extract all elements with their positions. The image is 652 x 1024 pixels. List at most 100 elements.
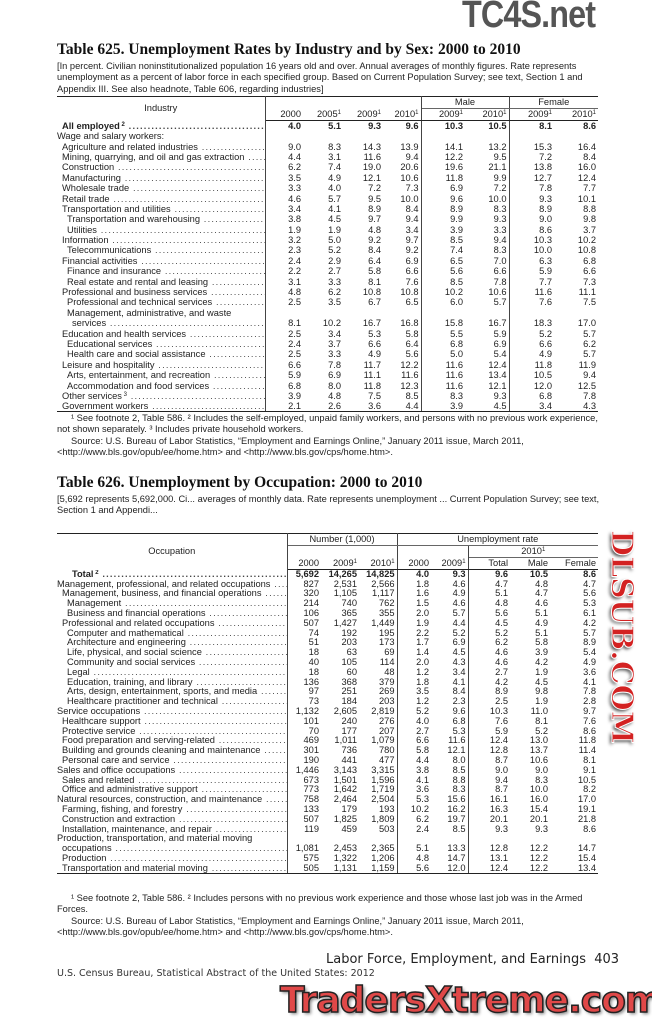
cell-value: 1,825 (333, 813, 357, 824)
cell-value: 2,365 (359, 844, 398, 854)
table-row: Other services 3 .......................… (57, 390, 598, 402)
cell-value: 6.6 (539, 339, 552, 349)
cell-value: 12.2 (444, 151, 463, 162)
row-label-text: Professional and related occupations (62, 618, 215, 628)
cell-value: 13.4 (550, 863, 599, 875)
dot-leader: ........................................… (174, 203, 265, 214)
cell-value: 6.2 (416, 813, 430, 824)
year-header: Female (550, 557, 599, 570)
table-row: Finance and insurance ..................… (57, 266, 598, 277)
cell-value: 11.6 (363, 151, 381, 162)
cell-value: 3.9 (421, 401, 465, 413)
table-row: Life, physical, and social science .....… (57, 648, 598, 658)
row-label: Arts, entertainment, and recreation ....… (57, 369, 266, 381)
cell-value: 12.2 (510, 863, 551, 875)
cell-value: 8.1 (539, 121, 552, 131)
cell-value: 8.3 (535, 774, 549, 785)
dot-leader: ........................................… (155, 245, 265, 256)
cell-value: 21.1 (465, 162, 510, 173)
cell-value: 4.7 (535, 588, 549, 599)
row-label-text: Production, transportation, and material… (57, 834, 253, 844)
cell-value: 13.8 (533, 162, 552, 173)
table-row: Production .............................… (57, 852, 598, 864)
row-label-text: Professional and technical services (67, 297, 213, 308)
cell-value: 9.6 (383, 120, 422, 131)
dot-leader: ........................................… (265, 795, 286, 805)
cell-value: 11.0 (530, 706, 549, 716)
row-label-text: Sales and related (62, 775, 135, 785)
dot-leader: ........................................… (113, 193, 265, 204)
cell-value: 5.7 (583, 627, 597, 638)
table-row: Office and administrative support ......… (57, 785, 598, 796)
dot-leader: ........................................… (139, 726, 287, 736)
cell-value: 7.7 (539, 276, 552, 287)
row-label: Transportation and warehousing .........… (57, 214, 266, 225)
dot-leader: ........................................… (218, 618, 287, 628)
row-label: Business and financial operations ......… (57, 608, 288, 619)
row-label-text: Arts, entertainment, and recreation (67, 370, 211, 381)
cell-value: 5.6 (583, 588, 597, 599)
cell-value: 5.3 (431, 726, 469, 737)
table-row: Management, business, and financial oper… (57, 588, 598, 600)
cell-value: 1.9 (328, 224, 341, 235)
cell-value: 7.5 (583, 297, 597, 308)
cell-value: 11.1 (363, 370, 381, 381)
dot-leader: ........................................… (124, 172, 265, 183)
cell-value: 16.7 (362, 318, 381, 329)
table-row: Professional and business services .....… (57, 286, 598, 298)
cell-value: 9.0 (539, 214, 552, 225)
footnote-marker: 1 (459, 110, 463, 116)
cell-value: 6.6 (416, 735, 430, 746)
table-row: Legal ..................................… (57, 667, 598, 678)
cell-value: 11.7 (363, 359, 381, 370)
cell-value: 3.5 (328, 297, 341, 308)
dot-leader: ........................................… (112, 235, 264, 246)
cell-value: 301 (303, 745, 319, 756)
cell-value: 1.8 (416, 578, 430, 589)
table-row: Government workers .....................… (57, 401, 599, 413)
cell-value: 203 (359, 697, 398, 707)
table-row: Architecture and engineering ...........… (57, 638, 598, 649)
cell-value: 5.1 (416, 843, 430, 854)
cell-value: 11.9 (578, 359, 597, 370)
cell-value: 2.6 (303, 401, 343, 413)
year-label: 2010 (370, 558, 392, 568)
cell-value: 8.5 (450, 235, 463, 246)
cell-value: 4.9 (431, 589, 469, 600)
cell-value: 4.5 (328, 214, 341, 225)
cell-value: 4.6 (288, 193, 301, 204)
dot-leader: ........................................… (178, 814, 286, 824)
cell-value: 507 (303, 617, 319, 628)
cell-value: 7.2 (465, 182, 510, 194)
cell-value: 4.9 (583, 657, 597, 668)
row-label-text: Farming, fishing, and forestry (62, 804, 183, 814)
cell-value: 4.8 (416, 852, 430, 863)
cell-value: 2,531 (333, 578, 357, 589)
cell-value: 4.9 (535, 617, 549, 628)
cell-value: 4.3 (431, 657, 469, 668)
year-header: 20101 (554, 108, 599, 121)
cell-value: 8.1 (288, 318, 301, 329)
row-label: Service occupations ....................… (57, 706, 288, 717)
cell-value: 9.4 (383, 151, 422, 163)
row-label-text: All employed (62, 120, 120, 131)
table-row: Wage and salary workers: (57, 131, 598, 142)
cell-value: 10.2 (322, 318, 341, 329)
row-label-text: Wage and salary workers: (57, 131, 165, 142)
cell-value: 1,206 (359, 853, 398, 864)
cell-value: 7.7 (583, 183, 597, 194)
cell-value: 14.7 (431, 853, 469, 864)
row-label: Computer and mathematical ..............… (57, 628, 288, 639)
cell-value: 5.8 (416, 745, 430, 756)
dot-leader: ........................................… (211, 276, 265, 287)
cell-value: 9.5 (368, 193, 381, 204)
cell-value: 9.3 (431, 569, 469, 580)
table-row: Management, administrative, and waste (57, 307, 598, 319)
table-625-footnote: ¹ See footnote 2, Table 586. ² Includes … (57, 413, 598, 435)
row-label-text: Natural resources, construction, and mai… (57, 795, 263, 805)
cell-value: 240 (341, 715, 357, 726)
table-row: Healthcare support .....................… (57, 715, 598, 727)
cell-value (431, 834, 469, 845)
cell-value: 8.8 (431, 775, 469, 786)
table-row: Transportation and utilities ...........… (57, 203, 598, 215)
